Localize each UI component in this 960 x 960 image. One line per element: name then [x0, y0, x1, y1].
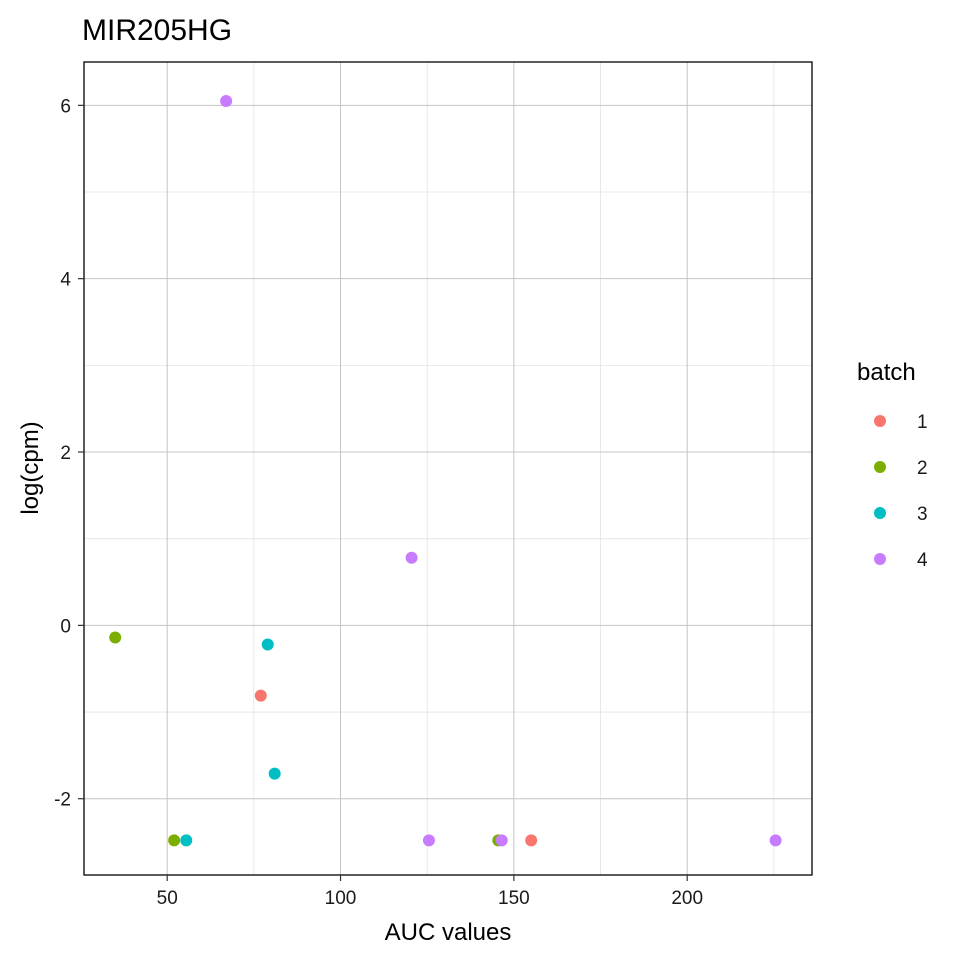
x-axis: 50 100 150 200	[157, 875, 703, 909]
x-axis-title: AUC values	[385, 919, 512, 946]
y-tick-label: 4	[60, 270, 71, 291]
legend-title: batch	[857, 359, 916, 386]
y-tick-label: 0	[60, 616, 71, 637]
data-point-batch-2	[109, 631, 122, 644]
legend-key-4	[874, 553, 886, 565]
y-tick-label: -2	[54, 790, 71, 811]
x-tick-label: 100	[325, 888, 357, 909]
legend-key-2	[874, 461, 886, 473]
legend-label-3: 3	[917, 504, 928, 525]
legend-label-1: 1	[917, 412, 928, 433]
data-point-batch-3	[268, 767, 281, 780]
y-tick-label: 2	[60, 443, 71, 464]
x-tick-label: 150	[498, 888, 530, 909]
grid-minor	[84, 62, 812, 875]
legend-key-1	[874, 415, 886, 427]
legend-items: 1 2 3 4	[874, 412, 928, 571]
data-point-batch-4	[495, 834, 508, 847]
data-point-batch-1	[525, 834, 538, 847]
data-point-batch-1	[254, 689, 267, 702]
data-point-batch-4	[220, 95, 233, 108]
data-point-batch-4	[422, 834, 435, 847]
chart-title: MIR205HG	[82, 14, 232, 47]
data-point-batch-3	[180, 834, 193, 847]
grid-major	[84, 62, 812, 875]
data-point-batch-3	[261, 638, 274, 651]
data-point-batch-4	[769, 834, 782, 847]
y-axis: -2 0 2 4 6	[54, 96, 84, 811]
data-points	[109, 95, 782, 847]
plot-area	[83, 61, 813, 876]
y-axis-title: log(cpm)	[17, 421, 44, 514]
plot-border	[83, 61, 813, 876]
data-point-batch-2	[168, 834, 181, 847]
plot-background	[84, 62, 812, 875]
y-tick-label: 6	[60, 96, 71, 117]
legend-key-3	[874, 507, 886, 519]
legend-label-4: 4	[917, 550, 928, 571]
x-tick-label: 200	[671, 888, 703, 909]
x-tick-label: 50	[157, 888, 178, 909]
data-point-batch-4	[405, 551, 418, 564]
legend-label-2: 2	[917, 458, 928, 479]
legend: batch 1 2 3 4	[857, 359, 928, 571]
